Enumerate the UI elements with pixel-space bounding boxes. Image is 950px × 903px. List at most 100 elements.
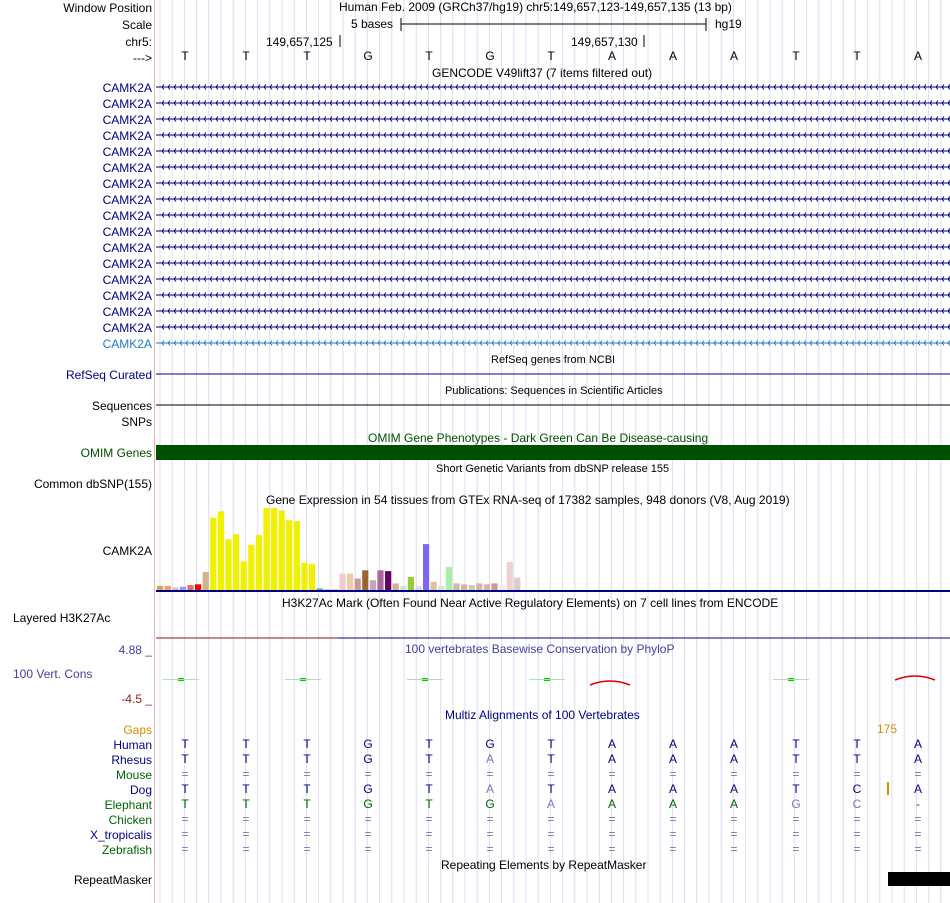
gencode-title[interactable]: GENCODE V49lift37 (7 items filtered out) — [432, 66, 653, 80]
strand-chevron — [509, 244, 513, 250]
gencode-gene-label[interactable]: CAMK2A — [102, 337, 152, 351]
strand-chevron — [737, 84, 741, 90]
strand-chevron — [857, 148, 861, 154]
refseq-label[interactable]: RefSeq Curated — [65, 368, 152, 382]
strand-chevron — [419, 180, 423, 186]
gencode-gene-label[interactable]: CAMK2A — [102, 209, 152, 223]
repeatmasker-block[interactable] — [888, 872, 950, 886]
strand-chevron — [191, 324, 195, 330]
strand-chevron — [527, 132, 531, 138]
gencode-gene-label[interactable]: CAMK2A — [102, 81, 152, 95]
gencode-gene-label[interactable]: CAMK2A — [102, 177, 152, 191]
strand-chevron — [275, 100, 279, 106]
strand-chevron — [485, 244, 489, 250]
gencode-gene-label[interactable]: CAMK2A — [102, 241, 152, 255]
species-label[interactable]: Dog — [129, 783, 152, 797]
gencode-gene-label[interactable]: CAMK2A — [102, 145, 152, 159]
strand-chevron — [551, 276, 555, 282]
gencode-gene-label[interactable]: CAMK2A — [102, 113, 152, 127]
gtex-tissue-bar — [286, 520, 293, 590]
gencode-gene-label[interactable]: CAMK2A — [102, 161, 152, 175]
species-label[interactable]: Human — [113, 738, 152, 752]
strand-chevron — [359, 260, 363, 266]
strand-chevron — [809, 180, 813, 186]
repeatmasker-title[interactable]: Repeating Elements by RepeatMasker — [441, 858, 647, 872]
strand-chevron — [533, 180, 537, 186]
strand-chevron — [245, 132, 249, 138]
strand-chevron — [773, 244, 777, 250]
strand-chevron — [857, 308, 861, 314]
repeatmasker-label[interactable]: RepeatMasker — [73, 873, 152, 887]
strand-chevron — [683, 116, 687, 122]
gaps-label[interactable]: Gaps — [123, 723, 152, 737]
strand-chevron — [803, 212, 807, 218]
strand-chevron — [647, 148, 651, 154]
base-letter: T — [242, 49, 250, 63]
alignment-base: = — [853, 842, 861, 856]
species-label[interactable]: Chicken — [108, 813, 152, 827]
species-label[interactable]: Zebrafish — [101, 843, 152, 857]
strand-chevron — [395, 116, 399, 122]
gencode-gene-label[interactable]: CAMK2A — [102, 273, 152, 287]
strand-chevron — [227, 212, 231, 218]
strand-chevron — [323, 164, 327, 170]
snps-label[interactable]: SNPs — [121, 415, 152, 429]
gtex-bar-chart[interactable] — [157, 508, 521, 590]
strand-chevron — [455, 164, 459, 170]
alignment-base: T — [425, 797, 433, 811]
strand-chevron — [431, 292, 435, 298]
strand-chevron — [359, 132, 363, 138]
strand-chevron — [605, 276, 609, 282]
strand-chevron — [251, 180, 255, 186]
strand-chevron — [161, 276, 165, 282]
h3k27ac-title[interactable]: H3K27Ac Mark (Often Found Near Active Re… — [282, 596, 779, 610]
omim-title[interactable]: OMIM Gene Phenotypes - Dark Green Can Be… — [368, 431, 709, 445]
strand-chevron — [737, 324, 741, 330]
strand-chevron — [185, 244, 189, 250]
strand-chevron — [473, 260, 477, 266]
gencode-gene-label[interactable]: CAMK2A — [102, 225, 152, 239]
phylop-label[interactable]: 100 Vert. Cons — [13, 667, 93, 681]
multiz-title[interactable]: Multiz Alignments of 100 Vertebrates — [445, 708, 640, 722]
gtex-title[interactable]: Gene Expression in 54 tissues from GTEx … — [266, 493, 790, 507]
strand-chevron — [593, 228, 597, 234]
omim-gene-bar[interactable] — [156, 445, 950, 460]
gencode-gene-label[interactable]: CAMK2A — [102, 305, 152, 319]
gencode-gene-label[interactable]: CAMK2A — [102, 321, 152, 335]
publications-label[interactable]: Sequences — [91, 399, 152, 413]
species-label[interactable]: X_tropicalis — [89, 828, 152, 842]
refseq-title[interactable]: RefSeq genes from NCBI — [491, 354, 616, 366]
gencode-gene-label[interactable]: CAMK2A — [102, 97, 152, 111]
species-label[interactable]: Rhesus — [111, 753, 152, 767]
gencode-gene-label[interactable]: CAMK2A — [102, 193, 152, 207]
gencode-gene-label[interactable]: CAMK2A — [102, 129, 152, 143]
species-label[interactable]: Mouse — [115, 768, 152, 782]
strand-chevron — [851, 292, 855, 298]
strand-chevron — [341, 228, 345, 234]
strand-chevron — [815, 212, 819, 218]
phylop-title[interactable]: 100 vertebrates Basewise Conservation by… — [405, 642, 675, 656]
strand-chevron — [659, 164, 663, 170]
strand-chevron — [221, 212, 225, 218]
strand-chevron — [275, 308, 279, 314]
gencode-gene-label[interactable]: CAMK2A — [102, 289, 152, 303]
gencode-gene-label[interactable]: CAMK2A — [102, 257, 152, 271]
strand-chevron — [269, 148, 273, 154]
gencode-track[interactable] — [156, 84, 950, 346]
strand-chevron — [359, 228, 363, 234]
strand-chevron — [215, 292, 219, 298]
strand-chevron — [737, 180, 741, 186]
dbsnp-title[interactable]: Short Genetic Variants from dbSNP releas… — [436, 463, 670, 475]
strand-chevron — [803, 164, 807, 170]
strand-chevron — [929, 244, 933, 250]
dbsnp-label[interactable]: Common dbSNP(155) — [33, 477, 152, 491]
publications-title[interactable]: Publications: Sequences in Scientific Ar… — [445, 385, 663, 397]
phylop-track[interactable] — [163, 675, 936, 686]
gtex-label[interactable]: CAMK2A — [102, 544, 152, 558]
strand-chevron — [689, 180, 693, 186]
strand-chevron — [863, 180, 867, 186]
strand-chevron — [263, 148, 267, 154]
species-label[interactable]: Elephant — [104, 798, 152, 812]
omim-label[interactable]: OMIM Genes — [80, 446, 152, 460]
h3k27ac-label[interactable]: Layered H3K27Ac — [13, 611, 111, 625]
